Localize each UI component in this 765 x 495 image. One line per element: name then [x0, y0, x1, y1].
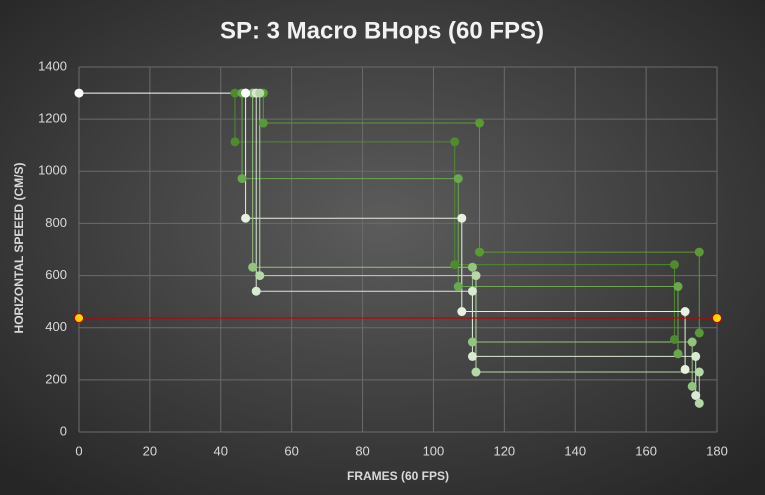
- data-point: [712, 313, 722, 324]
- data-point: [694, 367, 704, 377]
- x-tick-label: 100: [423, 443, 445, 458]
- data-point: [241, 213, 251, 223]
- y-tick-label: 400: [45, 319, 67, 334]
- y-axis-label: HORIZONTAL SPEEED (CM/S): [12, 163, 26, 334]
- data-point: [475, 118, 485, 128]
- data-point: [475, 247, 485, 257]
- data-point: [251, 286, 261, 296]
- data-point: [471, 367, 481, 377]
- data-point: [241, 88, 251, 98]
- data-point: [457, 307, 467, 317]
- data-point: [694, 328, 704, 338]
- data-point: [687, 381, 697, 391]
- data-point: [673, 282, 683, 292]
- data-point: [680, 307, 690, 317]
- data-point: [74, 88, 84, 98]
- data-point: [450, 260, 460, 270]
- data-point: [248, 262, 258, 272]
- y-tick-label: 800: [45, 215, 67, 230]
- data-point: [669, 260, 679, 270]
- x-tick-label: 40: [214, 443, 228, 458]
- data-point: [694, 247, 704, 257]
- y-tick-label: 1000: [38, 163, 67, 178]
- x-tick-label: 60: [284, 443, 298, 458]
- x-tick-label: 140: [564, 443, 586, 458]
- data-point: [691, 351, 701, 361]
- data-point: [467, 337, 477, 347]
- series-line: [234, 93, 675, 340]
- series-line: [259, 93, 700, 404]
- data-point: [687, 337, 697, 347]
- series-line: [255, 93, 697, 396]
- data-point: [255, 88, 265, 98]
- data-point: [237, 174, 247, 184]
- x-tick-label: 80: [355, 443, 369, 458]
- data-point: [669, 334, 679, 344]
- series-line: [262, 93, 700, 333]
- series-line: [241, 93, 679, 354]
- data-point: [673, 349, 683, 359]
- data-point: [694, 398, 704, 408]
- data-point: [691, 391, 701, 400]
- y-tick-label: 1400: [38, 58, 67, 73]
- y-tick-label: 0: [60, 423, 67, 438]
- data-point: [467, 262, 477, 272]
- data-point: [453, 282, 463, 292]
- y-tick-label: 200: [45, 371, 67, 386]
- data-point: [467, 286, 477, 296]
- data-point: [450, 137, 460, 147]
- data-point: [680, 364, 690, 374]
- data-point: [453, 174, 463, 184]
- data-point: [74, 313, 84, 324]
- data-point: [471, 271, 481, 281]
- data-point: [258, 118, 268, 128]
- x-tick-label: 180: [706, 443, 728, 458]
- x-tick-label: 0: [75, 443, 82, 458]
- x-tick-label: 120: [493, 443, 515, 458]
- x-tick-label: 160: [635, 443, 657, 458]
- data-point: [255, 271, 265, 281]
- y-tick-label: 600: [45, 267, 67, 282]
- data-point: [467, 351, 477, 361]
- chart-title: SP: 3 Macro BHops (60 FPS): [220, 17, 544, 44]
- data-point: [230, 137, 240, 147]
- series-line: [245, 93, 686, 370]
- x-axis-label: FRAMES (60 FPS): [347, 469, 449, 483]
- data-point: [230, 88, 240, 98]
- y-tick-label: 1200: [38, 111, 67, 126]
- x-tick-label: 20: [143, 443, 157, 458]
- data-point: [457, 213, 467, 223]
